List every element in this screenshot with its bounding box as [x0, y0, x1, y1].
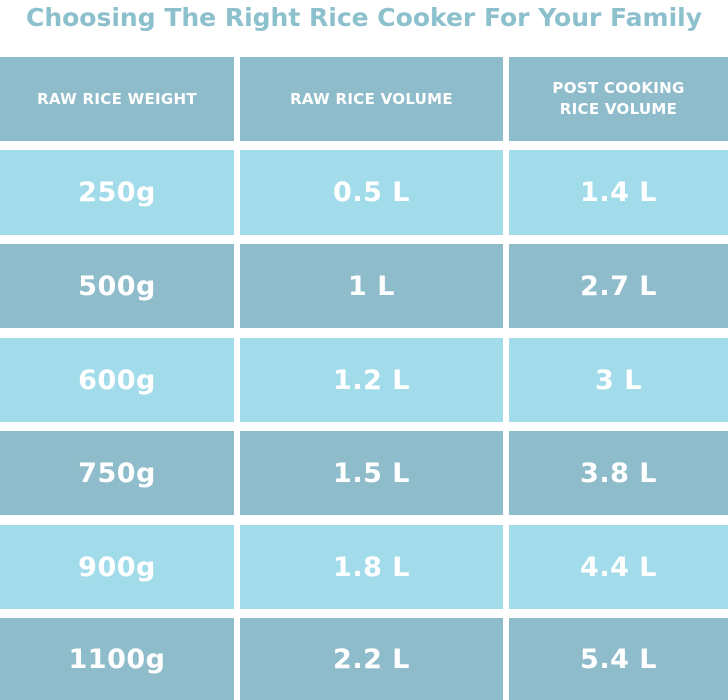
table-cell-weight: 250g — [0, 150, 234, 235]
table-cell-raw-volume: 1.8 L — [240, 525, 503, 609]
table-cell-raw-volume: 2.2 L — [240, 618, 503, 700]
table-cell-weight: 750g — [0, 431, 234, 515]
header-post-cooking-line1: POST COOKING — [552, 79, 685, 97]
table-cell-cooked-volume: 4.4 L — [509, 525, 728, 609]
page-title: Choosing The Right Rice Cooker For Your … — [25, 3, 702, 32]
table-cell-weight: 500g — [0, 244, 234, 328]
header-post-cooking-line2: RICE VOLUME — [559, 100, 678, 118]
header-raw-rice-weight: RAW RICE WEIGHT — [0, 57, 234, 141]
table-cell-cooked-volume: 1.4 L — [509, 150, 728, 235]
table-cell-raw-volume: 0.5 L — [240, 150, 503, 235]
table-cell-raw-volume: 1.5 L — [240, 431, 503, 515]
table-cell-weight: 600g — [0, 338, 234, 422]
table-cell-cooked-volume: 5.4 L — [509, 618, 728, 700]
table-cell-raw-volume: 1 L — [240, 244, 503, 328]
table-cell-weight: 1100g — [0, 618, 234, 700]
table-cell-cooked-volume: 3.8 L — [509, 431, 728, 515]
header-raw-rice-volume: RAW RICE VOLUME — [240, 57, 503, 141]
header-post-cooking-rice-volume: POST COOKING RICE VOLUME — [509, 57, 728, 141]
table-cell-weight: 900g — [0, 525, 234, 609]
table-cell-cooked-volume: 3 L — [509, 338, 728, 422]
table-cell-cooked-volume: 2.7 L — [509, 244, 728, 328]
table-cell-raw-volume: 1.2 L — [240, 338, 503, 422]
